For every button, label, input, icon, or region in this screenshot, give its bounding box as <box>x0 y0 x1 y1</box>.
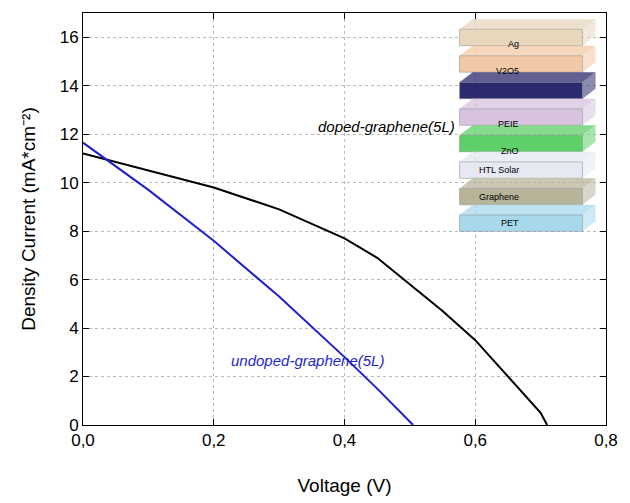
svg-text:Graphene: Graphene <box>479 192 519 202</box>
svg-text:doped-graphene(5L): doped-graphene(5L) <box>318 118 455 135</box>
svg-text:Density Current (mA*cm⁻²): Density Current (mA*cm⁻²) <box>18 107 39 330</box>
svg-text:PET: PET <box>501 218 519 228</box>
svg-text:16: 16 <box>60 28 79 47</box>
svg-text:0,0: 0,0 <box>71 431 95 450</box>
svg-text:12: 12 <box>60 125 79 144</box>
svg-text:ZnO: ZnO <box>501 146 519 156</box>
svg-text:PEIE: PEIE <box>498 119 519 129</box>
svg-text:0,6: 0,6 <box>463 431 487 450</box>
svg-text:HTL Solar: HTL Solar <box>479 165 519 175</box>
svg-text:Voltage (V): Voltage (V) <box>298 475 392 496</box>
svg-text:14: 14 <box>60 77 79 96</box>
svg-text:undoped-graphene(5L): undoped-graphene(5L) <box>231 352 384 369</box>
svg-text:8: 8 <box>69 222 78 241</box>
svg-text:10: 10 <box>60 174 79 193</box>
svg-text:0,2: 0,2 <box>202 431 226 450</box>
svg-text:Ag: Ag <box>508 39 519 49</box>
svg-text:6: 6 <box>69 271 78 290</box>
svg-text:0: 0 <box>69 416 78 435</box>
svg-text:0,8: 0,8 <box>594 431 618 450</box>
svg-text:2: 2 <box>69 367 78 386</box>
svg-text:V2O5: V2O5 <box>496 66 519 76</box>
svg-text:4: 4 <box>69 319 78 338</box>
svg-text:0,4: 0,4 <box>333 431 357 450</box>
